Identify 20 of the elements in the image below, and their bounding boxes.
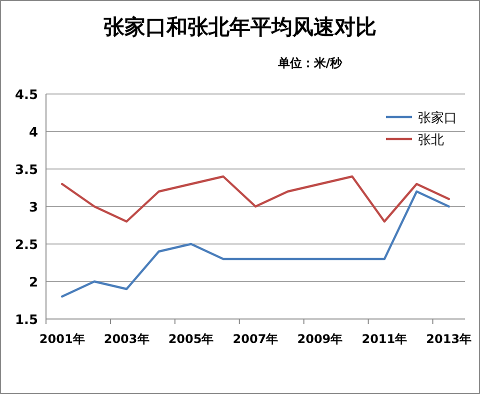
y-tick-label: 3.5 xyxy=(14,163,38,178)
x-tick-label: 2009年 xyxy=(297,332,343,346)
y-tick-label: 3 xyxy=(28,200,38,216)
y-tick-label: 4.5 xyxy=(14,88,38,103)
y-tick-label: 2 xyxy=(28,276,38,290)
x-tick-label: 2013年 xyxy=(426,332,472,346)
x-tick-label: 2007年 xyxy=(232,332,278,346)
y-tick-label: 2.5 xyxy=(14,238,38,253)
line-series xyxy=(61,190,450,298)
x-tick-label: 2001年 xyxy=(39,332,85,346)
x-tick-label: 2011年 xyxy=(362,332,408,346)
legend-label: 张家口 xyxy=(418,110,457,126)
x-tick-label: 2005年 xyxy=(168,332,214,346)
chart-subtitle: 单位：米/秒 xyxy=(276,56,344,70)
line-series xyxy=(61,175,450,223)
y-tick-label: 1.5 xyxy=(14,313,38,328)
x-tick-label: 2003年 xyxy=(104,332,150,346)
legend-label: 张北 xyxy=(418,133,444,148)
chart-title: 张家口和张北年平均风速对比 xyxy=(104,15,376,39)
y-tick-label: 4 xyxy=(28,126,38,140)
